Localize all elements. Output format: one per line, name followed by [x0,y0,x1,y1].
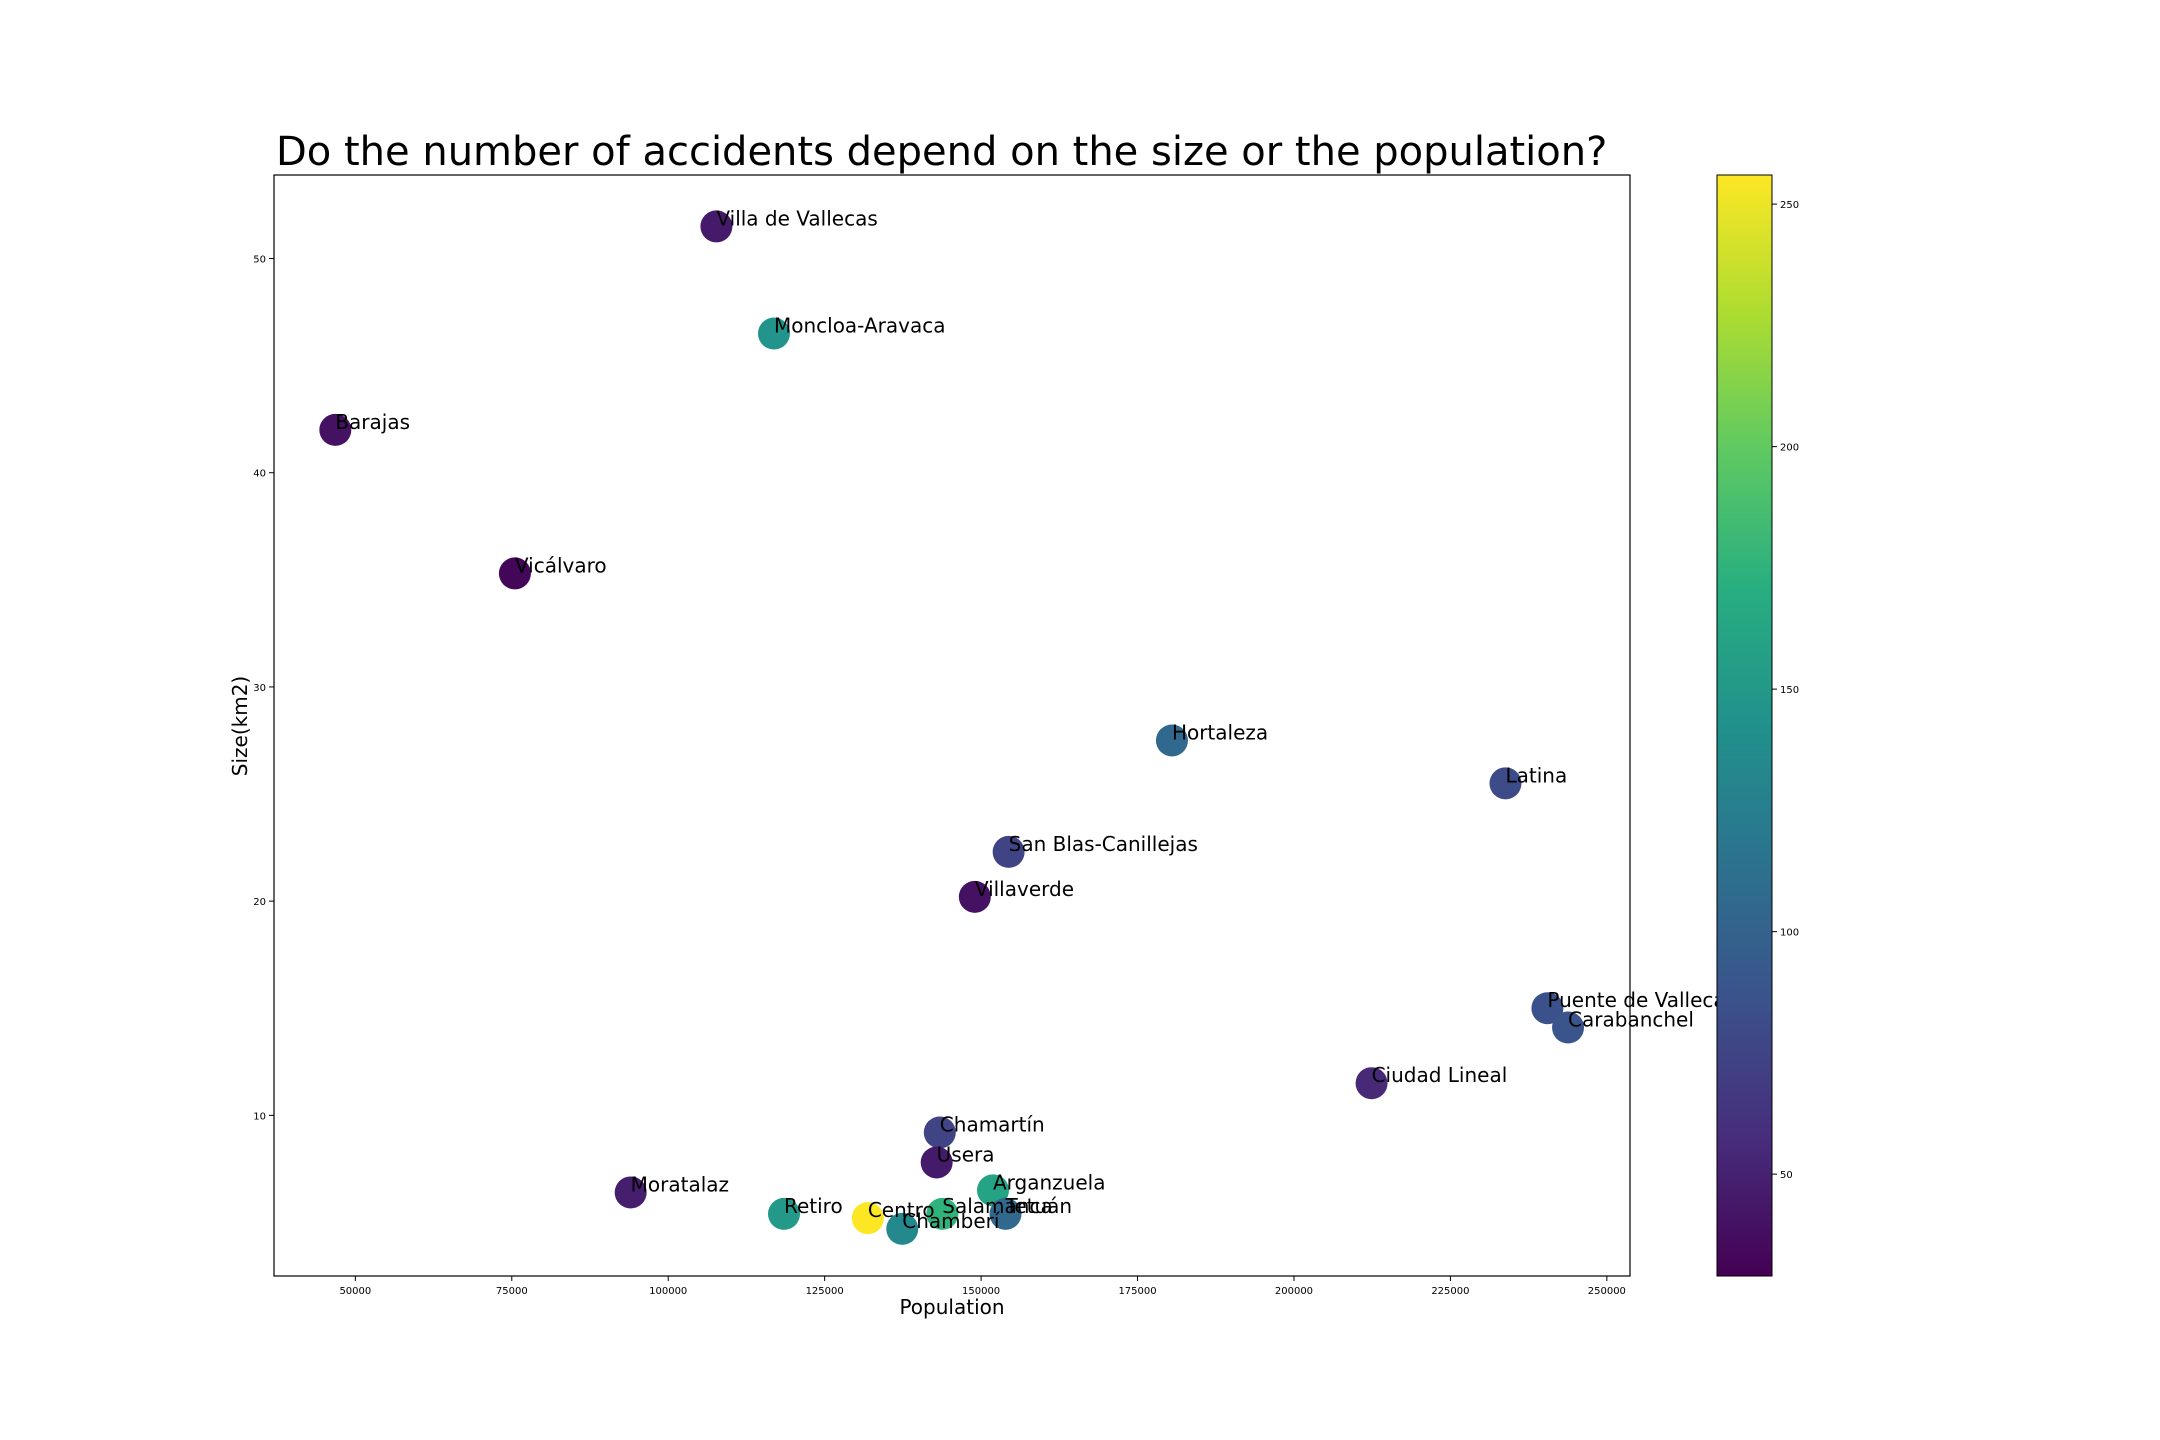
x-tick-label: 175000 [1118,1286,1156,1297]
point-label: Carabanchel [1568,1008,1694,1032]
x-tick-label: 75000 [496,1286,528,1297]
point-label: Ciudad Lineal [1372,1063,1508,1087]
data-point [1531,992,1564,1025]
colorbar-tick-label: 50 [1780,1170,1793,1181]
point-label: Moncloa-Aravaca [774,314,946,338]
point-label: Barajas [335,410,410,434]
data-point [757,317,790,350]
point-label: Salamanca [942,1194,1052,1218]
point-label: Puente de Vallecas [1547,988,1736,1012]
data-point [886,1212,919,1245]
scatter-points [319,210,1585,1245]
data-point [1552,1011,1585,1044]
data-point [498,557,531,590]
data-point [976,1174,1009,1207]
colorbar-tick-label: 200 [1780,443,1799,454]
chart-title: Do the number of accidents depend on the… [276,129,1607,175]
point-label: Moratalaz [631,1172,729,1196]
point-label: Latina [1505,763,1567,787]
data-point [920,1146,953,1179]
data-point [851,1202,884,1235]
y-tick-label: 50 [253,255,266,266]
point-label: Vicálvaro [515,553,607,577]
y-axis-label: Size(km2) [228,676,252,776]
colorbar [1716,174,1773,1277]
point-label: Chamartín [940,1112,1045,1136]
point-label: Arganzuela [993,1170,1105,1194]
data-point [614,1176,647,1209]
data-point [992,835,1025,868]
y-tick-label: 10 [253,1111,266,1122]
colorbar-tick-label: 250 [1780,200,1799,211]
point-labels: Villa de Vallecas Moncloa-Aravaca Barajas V… [335,206,1736,1233]
x-tick-label: 200000 [1275,1286,1313,1297]
y-tick-label: 40 [253,469,266,480]
data-point [1155,724,1188,757]
colorbar-tick-label: 100 [1780,928,1799,939]
plot-area [273,174,1631,1277]
x-axis-ticks: 50000 75000 100000 125000 150000 175000 200000… [339,1276,1626,1297]
x-tick-label: 150000 [962,1286,1000,1297]
y-tick-label: 30 [253,683,266,694]
data-point [989,1197,1022,1230]
point-label: Usera [937,1142,995,1166]
x-tick-label: 100000 [649,1286,687,1297]
data-point [926,1197,959,1230]
data-point [319,413,352,446]
y-axis-ticks: 10 20 30 40 50 [253,255,274,1122]
data-point [700,210,733,243]
point-label: Chamberí [902,1209,1001,1233]
data-point [958,880,991,913]
point-label: Villa de Vallecas [716,206,877,230]
data-point [923,1116,956,1149]
point-label: Villaverde [975,877,1074,901]
x-tick-label: 50000 [339,1286,371,1297]
point-label: Retiro [784,1194,843,1218]
point-label: Centro [868,1198,935,1222]
data-point [1355,1067,1388,1100]
point-label: San Blas-Canillejas [1009,832,1198,856]
point-label: Tetuán [1005,1194,1073,1218]
x-tick-label: 225000 [1431,1286,1469,1297]
y-tick-label: 20 [253,897,266,908]
point-label: Hortaleza [1172,720,1268,744]
data-point [767,1197,800,1230]
colorbar-tick-label: 150 [1780,685,1799,696]
x-axis-label: Population [899,1295,1004,1319]
colorbar-ticks: 50 100 150 200 250 [1772,200,1799,1181]
x-tick-label: 250000 [1588,1286,1626,1297]
data-point [1489,767,1522,800]
x-tick-label: 125000 [806,1286,844,1297]
